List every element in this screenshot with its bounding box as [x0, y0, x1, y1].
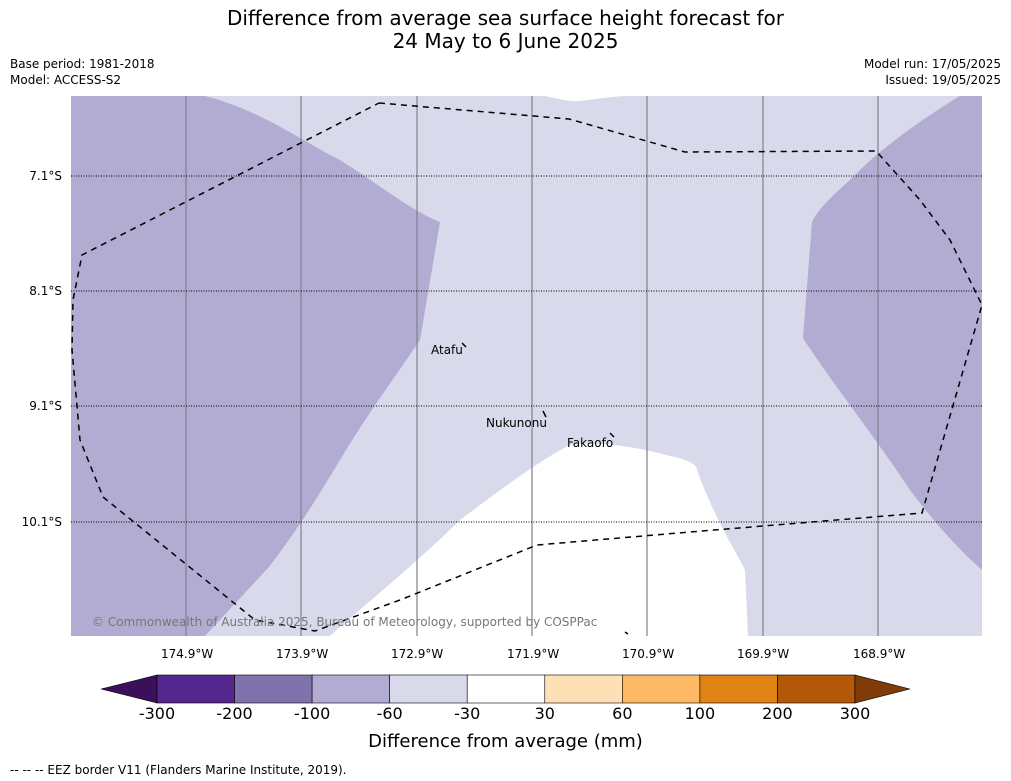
model-name: Model: ACCESS-S2 [10, 73, 122, 87]
lon-tick-174-9: 174.9°W [161, 647, 214, 661]
colorbar-segment [156, 674, 235, 704]
colorbar-segment [389, 674, 468, 704]
place-label-fakaofo: Fakaofo [567, 436, 613, 450]
lon-tick-168-9: 168.9°W [853, 647, 906, 661]
nukunonu-island-mark [542, 410, 547, 418]
colorbar-label: -100 [293, 704, 331, 723]
issued-date: Issued: 19/05/2025 [885, 73, 1001, 87]
colorbar-label: -30 [454, 704, 481, 723]
lat-tick-10-1: 10.1°S [21, 515, 62, 529]
colorbar-label: -200 [216, 704, 253, 723]
colorbar-extend-high [854, 674, 911, 704]
lat-tick-7-1: 7.1°S [29, 169, 62, 183]
colorbar-label: 60 [612, 704, 633, 723]
colorbar-label: -300 [138, 704, 176, 723]
colorbar-label: 300 [839, 704, 871, 723]
anomaly-field-top-white [545, 96, 625, 102]
colorbar-segment [622, 674, 701, 704]
colorbar-extend-low [100, 674, 158, 704]
colorbar-label: 30 [534, 704, 555, 723]
fakaofo-island-mark [609, 432, 615, 438]
colorbar-segment [544, 674, 623, 704]
latitude-grid [71, 175, 982, 523]
colorbar-segment [311, 674, 390, 704]
lon-tick-172-9: 172.9°W [391, 647, 444, 661]
colorbar [100, 674, 911, 704]
longitude-grid [185, 96, 879, 636]
colorbar-segment [466, 674, 546, 704]
lon-tick-173-9: 173.9°W [276, 647, 329, 661]
lon-tick-171-9: 171.9°W [507, 647, 560, 661]
lat-tick-8-1: 8.1°S [29, 284, 62, 298]
copyright-notice: © Commonwealth of Australia 2025, Bureau… [92, 615, 597, 629]
lon-tick-169-9: 169.9°W [737, 647, 790, 661]
eez-border [71, 102, 983, 632]
base-period: Base period: 1981-2018 [10, 57, 155, 71]
anomaly-field-neutral-white [330, 443, 748, 636]
footnote-eez: -- -- -- EEZ border V11 (Flanders Marine… [10, 763, 347, 777]
lat-tick-9-1: 9.1°S [29, 399, 62, 413]
colorbar-segment [699, 674, 778, 704]
colorbar-label: -60 [376, 704, 403, 723]
model-run: Model run: 17/05/2025 [863, 57, 1001, 71]
colorbar-label: 200 [762, 704, 793, 723]
colorbar-segment [777, 674, 856, 704]
anomaly-field-left-darker [71, 96, 440, 636]
title-line-1: Difference from average sea surface heig… [226, 6, 785, 30]
swains-island-mark [624, 631, 629, 635]
colorbar-segment [234, 674, 313, 704]
colorbar-label: 100 [684, 704, 716, 723]
anomaly-field-right-darker [803, 96, 982, 570]
place-label-nukunonu: Nukunonu [486, 416, 547, 430]
lon-tick-170-9: 170.9°W [622, 647, 675, 661]
place-label-atafu: Atafu [431, 343, 463, 357]
atafu-island-mark [461, 342, 467, 348]
title-line-2: 24 May to 6 June 2025 [392, 29, 619, 53]
colorbar-title: Difference from average (mm) [368, 731, 643, 752]
